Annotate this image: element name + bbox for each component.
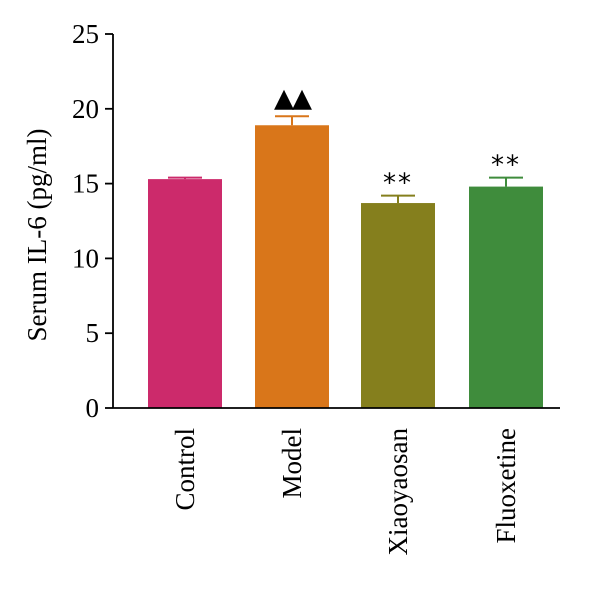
y-tick-label: 0 xyxy=(86,393,100,423)
y-tick-label: 5 xyxy=(86,318,100,348)
y-axis-title: Serum IL-6 (pg/ml) xyxy=(22,129,52,342)
significance-marker-model: ▲▲ xyxy=(274,83,312,113)
bar-fluoxetine xyxy=(469,186,543,408)
y-tick-label: 10 xyxy=(72,243,99,273)
bar-xiaoyaosan xyxy=(361,203,435,408)
x-tick-label-xiaoyaosan: Xiaoyaosan xyxy=(383,428,413,556)
x-tick-label-control: Control xyxy=(170,428,200,511)
x-axis: Control Model Xiaoyaosan Fluoxetine xyxy=(113,407,560,556)
bar-model xyxy=(255,125,329,409)
significance-marker-xiaoyaosan: ** xyxy=(383,169,413,199)
y-axis: 0 5 10 15 20 25 xyxy=(72,19,114,423)
x-tick-label-model: Model xyxy=(277,428,307,499)
bars: ▲▲ ** ** xyxy=(148,83,543,409)
x-tick-label-fluoxetine: Fluoxetine xyxy=(491,428,521,544)
significance-marker-fluoxetine: ** xyxy=(491,151,521,181)
y-tick-label: 25 xyxy=(72,19,99,49)
y-tick-label: 20 xyxy=(72,94,99,124)
bar-control xyxy=(148,179,222,408)
y-tick-label: 15 xyxy=(72,169,99,199)
